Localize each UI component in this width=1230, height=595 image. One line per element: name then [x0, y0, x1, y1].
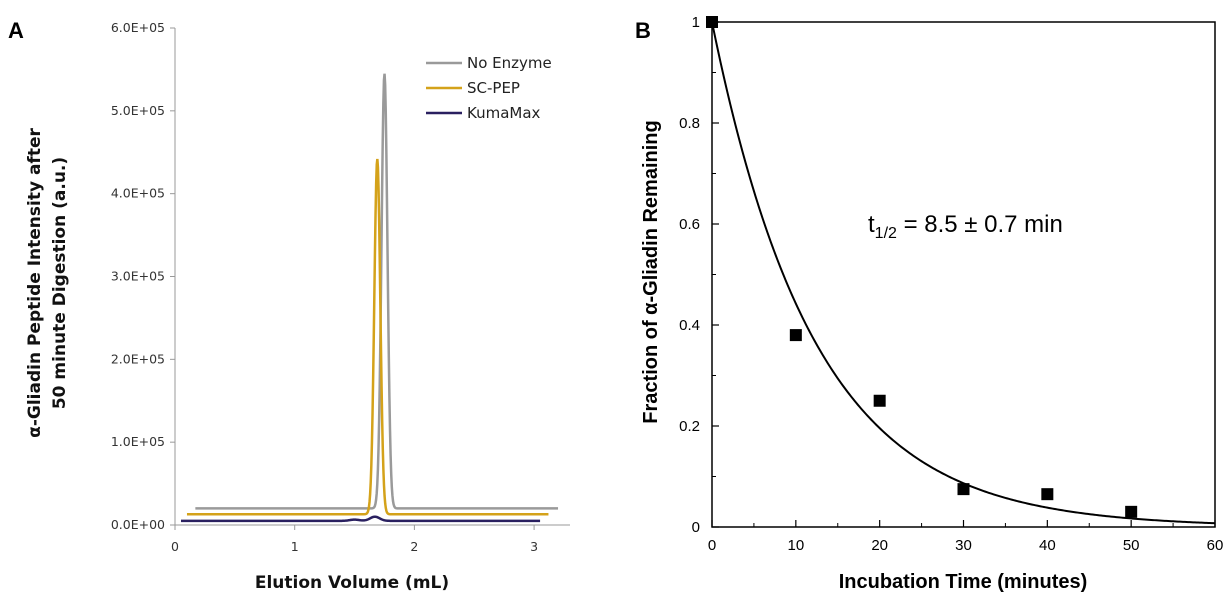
panel-a-x-tick-label: 2 — [410, 539, 418, 554]
panel-a-y-tick-label: 3.0E+05 — [111, 269, 165, 284]
panel-b-x-tick-label: 50 — [1123, 537, 1140, 554]
panel-b-chart: Fraction of α-Gliadin Remaining Incubati… — [640, 14, 1223, 593]
panel-a-y-tick-label: 2.0E+05 — [111, 351, 165, 366]
panel-b-y-tick-label: 0.4 — [679, 317, 700, 334]
panel-a-letter: A — [8, 18, 24, 43]
panel-b-letter: B — [635, 18, 651, 43]
panel-b-y-label: Fraction of α-Gliadin Remaining — [640, 120, 662, 423]
panel-a-series-line — [187, 159, 548, 514]
panel-b-data-point — [790, 329, 802, 341]
panel-b-annotation: t1/2 = 8.5 ± 0.7 min — [868, 211, 1063, 242]
panel-a-legend: No Enzyme SC-PEP KumaMax — [426, 54, 552, 122]
annotation-value: = 8.5 ± 0.7 min — [897, 211, 1063, 238]
panel-b-data-point — [958, 483, 970, 495]
panel-a-legend-label: No Enzyme — [467, 54, 552, 72]
panel-b-data-point — [706, 16, 718, 28]
panel-b-data-point — [1125, 506, 1137, 518]
panel-b-data-point — [874, 395, 886, 407]
panel-b-y-tick-label: 0 — [692, 519, 700, 536]
panel-a-y-tick-label: 4.0E+05 — [111, 186, 165, 201]
panel-a-legend-label: SC-PEP — [467, 79, 520, 97]
panel-b-y-tick-label: 0.6 — [679, 216, 700, 233]
annotation-subscript: 1/2 — [875, 225, 897, 242]
panel-a-y-tick-label: 5.0E+05 — [111, 103, 165, 118]
panel-a-x-tick-label: 1 — [291, 539, 299, 554]
panel-b-y-tick-label: 1 — [692, 14, 700, 31]
panel-b-x-label: Incubation Time (minutes) — [839, 571, 1088, 593]
panel-a-chart: α-Gliadin Peptide Intensity after 50 min… — [25, 20, 570, 593]
panel-a-series-line — [181, 517, 540, 521]
panel-b-x-tick-label: 0 — [708, 537, 716, 554]
panel-b-y-tick-label: 0.8 — [679, 115, 700, 132]
panel-a-series-line — [195, 74, 558, 509]
panel-b-x-tick-label: 10 — [787, 537, 804, 554]
panel-a-y-label-line2: 50 minute Digestion (a.u.) — [50, 157, 70, 409]
panel-a-x-tick-label: 0 — [171, 539, 179, 554]
panel-a-x-tick-label: 3 — [530, 539, 538, 554]
panel-b-x-tick-label: 30 — [955, 537, 972, 554]
panel-a-y-tick-label: 6.0E+05 — [111, 20, 165, 35]
panel-b-x-tick-label: 20 — [871, 537, 888, 554]
panel-b-fit-curve — [712, 22, 1215, 523]
panel-b-data-point — [1041, 488, 1053, 500]
panel-b-y-tick-label: 0.2 — [679, 418, 700, 435]
panel-a-y-label-line1: α-Gliadin Peptide Intensity after — [25, 128, 45, 438]
panel-a-legend-label: KumaMax — [467, 104, 541, 122]
panel-b-x-tick-label: 60 — [1207, 537, 1224, 554]
panel-a-y-tick-label: 1.0E+05 — [111, 434, 165, 449]
panel-a-y-tick-label: 0.0E+00 — [111, 517, 165, 532]
panel-b-frame — [712, 22, 1215, 527]
panel-a-x-label: Elution Volume (mL) — [255, 573, 449, 593]
panel-b-x-tick-label: 40 — [1039, 537, 1056, 554]
